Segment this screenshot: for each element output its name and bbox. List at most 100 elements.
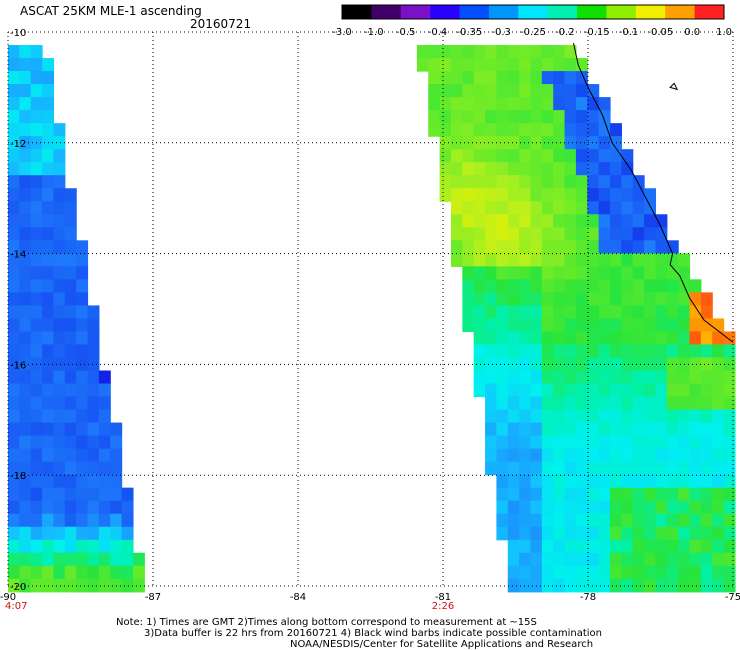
colorbar-segment [371, 5, 402, 19]
data-cell [76, 396, 89, 411]
data-cell [64, 227, 77, 241]
data-cell [485, 84, 498, 98]
data-cell [655, 513, 668, 528]
data-cell [632, 370, 645, 385]
data-cell [98, 565, 111, 580]
data-cell [553, 448, 566, 463]
data-cell [655, 292, 668, 306]
data-cell [530, 279, 543, 293]
data-cell [64, 422, 77, 437]
data-cell [541, 565, 554, 580]
data-cell [587, 526, 600, 541]
colorbar-segment [577, 5, 607, 19]
data-cell [598, 214, 611, 228]
data-cell [87, 383, 100, 398]
data-cell [644, 383, 657, 398]
data-cell [598, 201, 611, 215]
data-cell [644, 565, 657, 580]
data-cell [655, 370, 668, 385]
data-cell [530, 435, 543, 450]
data-cell [689, 474, 702, 489]
data-cell [519, 149, 532, 163]
data-cell [496, 266, 509, 280]
data-cell [110, 461, 123, 476]
data-cell [121, 513, 134, 528]
data-cell [644, 253, 657, 267]
data-cell [712, 318, 725, 333]
data-cell [8, 513, 20, 528]
data-cell [666, 422, 679, 437]
data-cell [587, 175, 600, 189]
data-cell [496, 123, 509, 137]
data-cell [666, 448, 679, 463]
data-cell [64, 188, 77, 202]
data-cell [564, 136, 577, 150]
data-cell [30, 188, 43, 202]
data-cell [621, 383, 634, 398]
data-cell [30, 45, 43, 59]
data-cell [8, 487, 20, 502]
data-cell [598, 383, 611, 398]
data-cell [689, 279, 702, 293]
data-cell [632, 383, 645, 398]
data-cell [416, 45, 429, 59]
data-cell [42, 487, 55, 502]
data-cell [450, 58, 463, 72]
data-cell [496, 331, 509, 346]
data-cell [700, 292, 713, 306]
data-cell [666, 279, 679, 293]
data-cell [30, 279, 43, 293]
data-cell [689, 500, 702, 515]
data-cell [439, 123, 452, 137]
data-cell [644, 422, 657, 437]
time-label: 4:07 [5, 601, 27, 612]
data-cell [53, 175, 66, 189]
data-cell [553, 45, 566, 59]
data-cell [712, 383, 725, 398]
data-cell [507, 266, 520, 280]
data-cell [655, 396, 668, 411]
data-cell [621, 448, 634, 463]
data-cell [19, 162, 32, 176]
data-cell [655, 539, 668, 554]
data-cell [621, 162, 634, 176]
data-cell [632, 565, 645, 580]
data-cell [655, 383, 668, 398]
data-cell [519, 266, 532, 280]
data-cell [587, 227, 600, 241]
data-cell [678, 266, 691, 280]
data-cell [8, 578, 20, 593]
data-cell [19, 461, 32, 476]
data-cell [712, 422, 725, 437]
data-cell [507, 84, 520, 98]
data-cell [678, 448, 691, 463]
data-cell [121, 565, 134, 580]
data-cell [609, 201, 622, 215]
data-cell [666, 513, 679, 528]
data-cell [587, 318, 600, 333]
data-cell [678, 331, 691, 346]
data-cell [462, 110, 475, 124]
data-cell [609, 305, 622, 320]
y-tick-label: -12 [10, 139, 26, 150]
data-cell [587, 266, 600, 280]
data-cell [42, 97, 55, 111]
data-cell [575, 214, 588, 228]
data-cell [53, 240, 66, 254]
data-cell [30, 110, 43, 124]
data-cell [632, 331, 645, 346]
data-cell [712, 435, 725, 450]
data-cell [564, 175, 577, 189]
data-cell [42, 110, 55, 124]
data-cell [519, 357, 532, 372]
data-cell [53, 409, 66, 424]
data-cell [64, 344, 77, 359]
data-cell [609, 565, 622, 580]
data-cell [598, 565, 611, 580]
data-cell [609, 344, 622, 359]
data-cell [76, 383, 89, 398]
data-cell [632, 461, 645, 476]
data-cell [473, 123, 486, 137]
data-cell [530, 45, 543, 59]
data-cell [678, 487, 691, 502]
